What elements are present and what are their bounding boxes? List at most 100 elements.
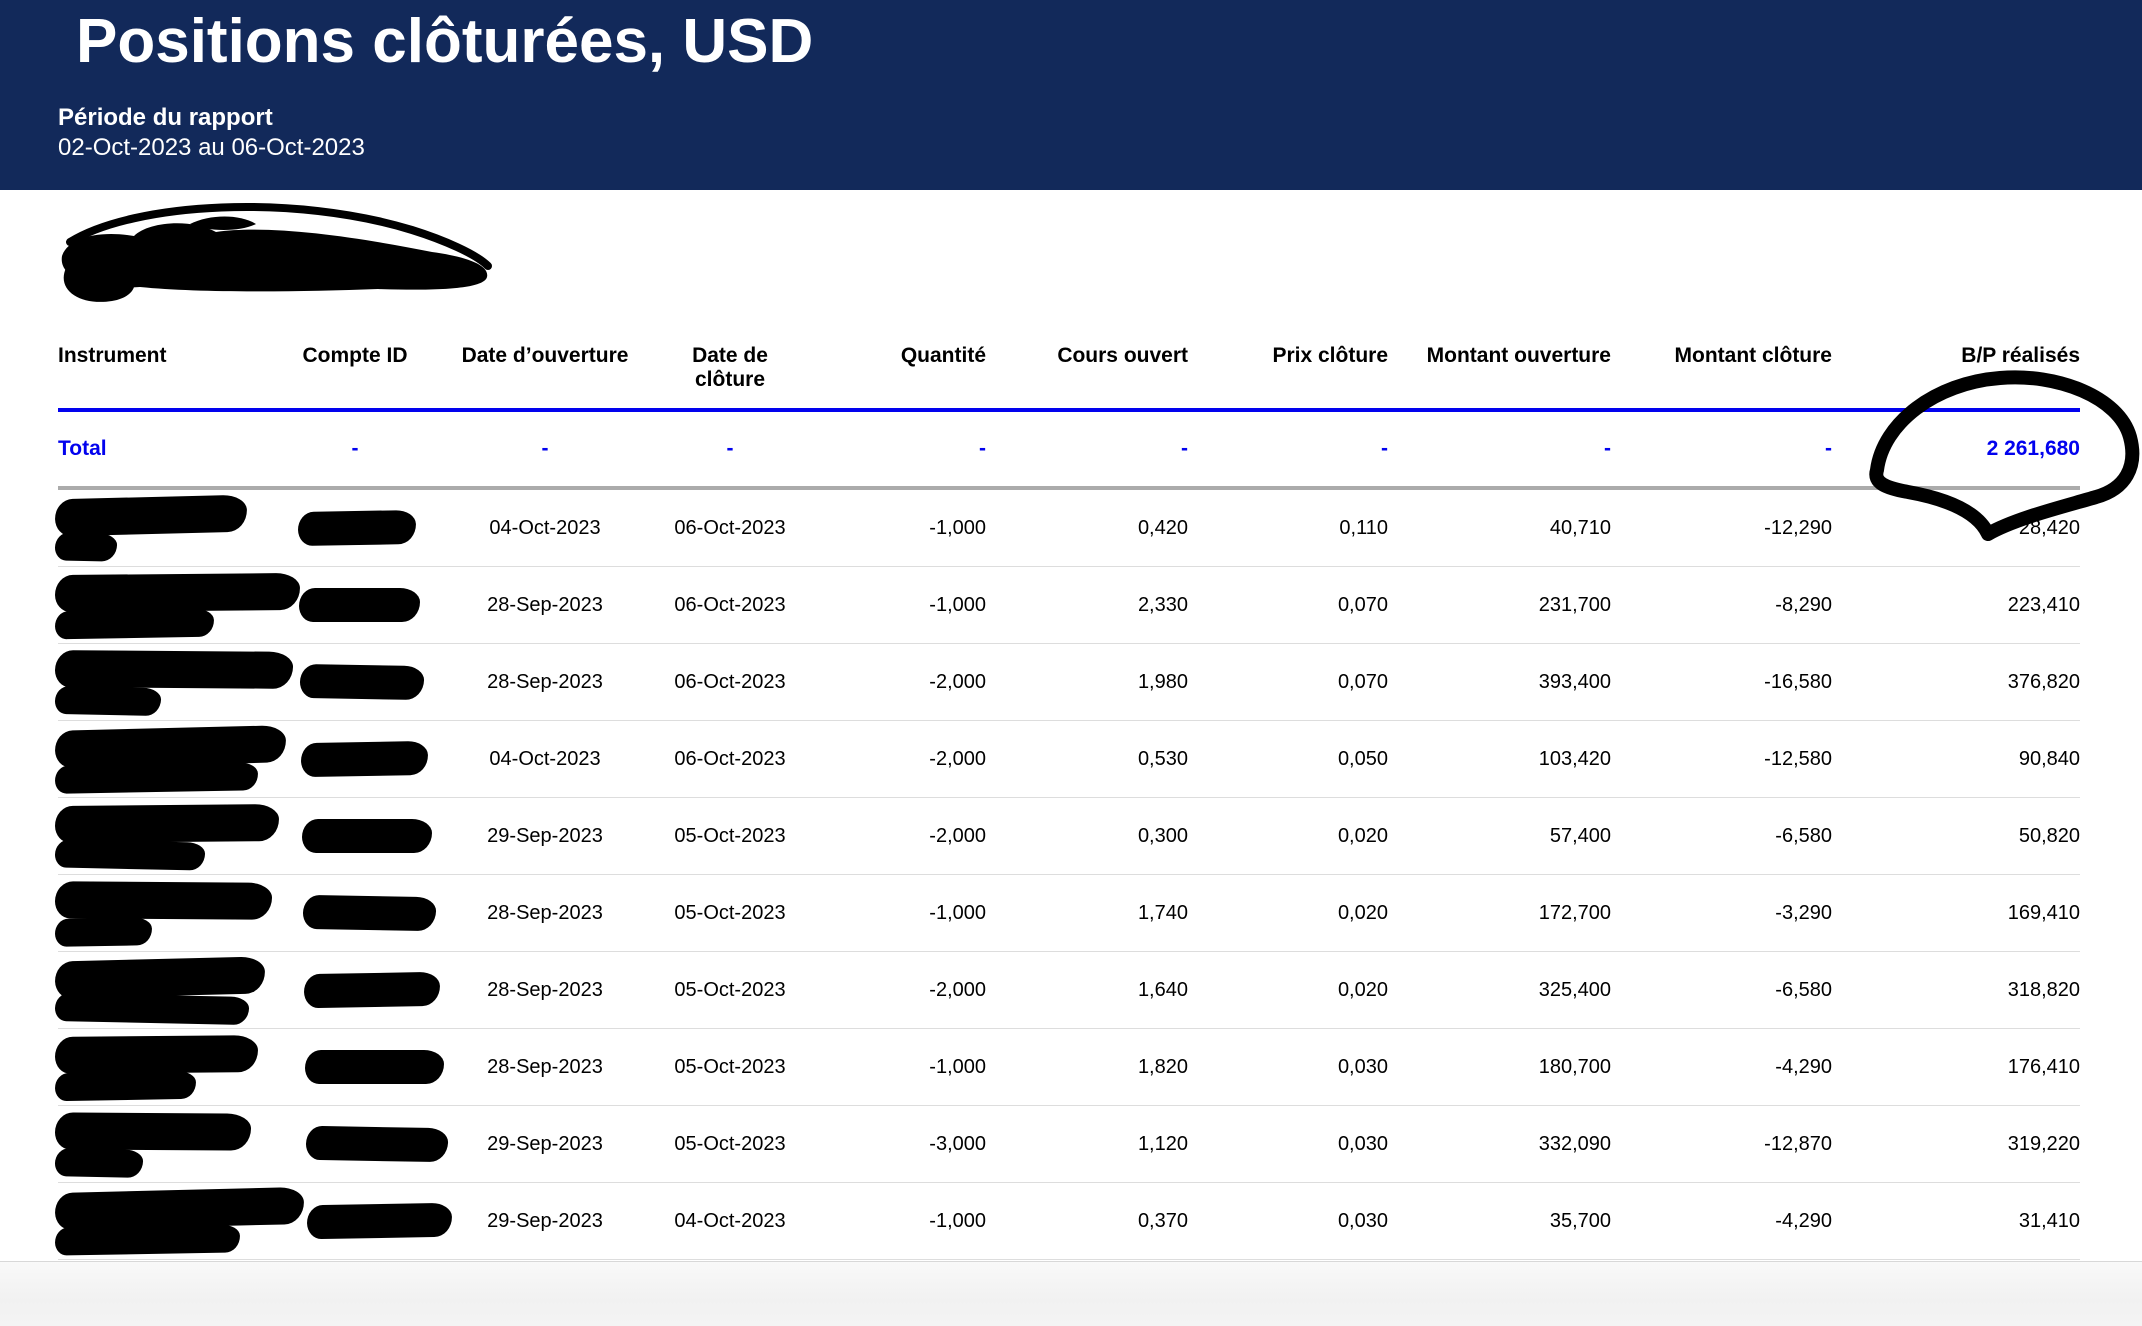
redacted-instrument-name bbox=[54, 650, 294, 689]
cell-qty: -1,000 bbox=[929, 1055, 986, 1078]
cell-close-amount: -3,290 bbox=[1775, 901, 1832, 924]
redaction-scribble-account-name bbox=[61, 203, 492, 302]
total-dash-montant-ouv: - bbox=[1604, 437, 1611, 460]
table-row: 29-Sep-2023 05-Oct-2023 -2,000 0,300 0,020 57… bbox=[54, 798, 2080, 875]
total-dash-date-cloture: - bbox=[726, 437, 734, 460]
cell-close-amount: -12,870 bbox=[1764, 1132, 1832, 1155]
redacted-account-id bbox=[302, 819, 432, 853]
cell-close-price: 0,030 bbox=[1337, 1132, 1388, 1155]
table-row: 28-Sep-2023 05-Oct-2023 -1,000 1,740 0,020 17… bbox=[54, 875, 2080, 952]
cell-date-close: 05-Oct-2023 bbox=[674, 978, 786, 1001]
redacted-instrument-name bbox=[54, 1070, 197, 1102]
cell-date-open: 28-Sep-2023 bbox=[487, 978, 603, 1001]
total-dash-date-ouverture: - bbox=[541, 437, 549, 460]
redacted-instrument-name bbox=[54, 532, 118, 562]
redacted-instrument-name bbox=[54, 804, 280, 843]
cell-date-close: 06-Oct-2023 bbox=[674, 670, 786, 693]
account-id-cell bbox=[280, 1183, 453, 1259]
cell-qty: -1,000 bbox=[929, 516, 986, 539]
cell-date-close: 06-Oct-2023 bbox=[674, 747, 786, 770]
cell-close-price: 0,020 bbox=[1337, 824, 1388, 847]
cell-open-amount: 332,090 bbox=[1538, 1132, 1611, 1155]
cell-bp: 223,410 bbox=[2007, 593, 2080, 616]
cell-close-amount: -6,580 bbox=[1775, 978, 1832, 1001]
instrument-cell bbox=[54, 952, 280, 1028]
redacted-account-id bbox=[303, 971, 441, 1009]
cell-date-close: 05-Oct-2023 bbox=[674, 1055, 786, 1078]
account-id-cell bbox=[280, 721, 430, 797]
redacted-instrument-name bbox=[54, 917, 153, 947]
cell-date-close: 05-Oct-2023 bbox=[674, 1132, 786, 1155]
table-body: 04-Oct-2023 06-Oct-2023 -1,000 0,420 0,110 40… bbox=[54, 490, 2080, 1260]
cell-date-open: 28-Sep-2023 bbox=[487, 670, 603, 693]
cell-qty: -3,000 bbox=[929, 1132, 986, 1155]
redacted-instrument-name bbox=[54, 762, 259, 794]
page-title: Positions clôturées, USD bbox=[76, 7, 814, 76]
total-divider-line bbox=[58, 486, 2080, 490]
total-bp-value: 2 261,680 bbox=[1986, 437, 2080, 460]
instrument-cell bbox=[54, 1106, 280, 1182]
redacted-instrument-name bbox=[54, 1035, 259, 1074]
redacted-instrument-name bbox=[54, 881, 273, 920]
account-id-cell bbox=[280, 798, 432, 874]
cell-close-price: 0,070 bbox=[1337, 593, 1388, 616]
col-header-instrument: Instrument bbox=[58, 344, 167, 367]
redacted-account-id bbox=[300, 740, 429, 778]
cell-open-price: 1,740 bbox=[1137, 901, 1188, 924]
cell-close-price: 0,070 bbox=[1337, 670, 1388, 693]
redacted-instrument-name bbox=[54, 608, 215, 640]
redacted-instrument-name bbox=[54, 1112, 252, 1151]
col-header-compte-id: Compte ID bbox=[302, 344, 408, 367]
cell-close-amount: -4,290 bbox=[1775, 1055, 1832, 1078]
cell-date-close: 06-Oct-2023 bbox=[674, 516, 786, 539]
table-header-row: Instrument Compte ID Date d’ouverture Da… bbox=[58, 336, 2080, 408]
cell-bp: 176,410 bbox=[2007, 1055, 2080, 1078]
table-row: 29-Sep-2023 05-Oct-2023 -3,000 1,120 0,030 33… bbox=[54, 1106, 2080, 1183]
cell-date-close: 05-Oct-2023 bbox=[674, 901, 786, 924]
col-header-montant-cloture: Montant clôture bbox=[1674, 344, 1833, 367]
col-header-prix-cloture: Prix clôture bbox=[1272, 344, 1388, 367]
redacted-instrument-name bbox=[54, 839, 206, 871]
cell-bp: 169,410 bbox=[2007, 901, 2080, 924]
instrument-cell bbox=[54, 1029, 280, 1105]
col-header-bp-realises: B/P réalisés bbox=[1961, 344, 2080, 367]
account-id-cell bbox=[280, 952, 441, 1028]
header-divider-line bbox=[58, 408, 2080, 412]
cell-open-amount: 393,400 bbox=[1538, 670, 1611, 693]
cell-close-price: 0,020 bbox=[1337, 978, 1388, 1001]
instrument-cell bbox=[54, 1183, 305, 1259]
cell-open-amount: 325,400 bbox=[1538, 978, 1611, 1001]
cell-date-open: 29-Sep-2023 bbox=[487, 1209, 603, 1232]
redacted-instrument-name bbox=[54, 1186, 305, 1231]
instrument-cell bbox=[54, 721, 287, 797]
redacted-instrument-name bbox=[54, 1148, 144, 1178]
account-id-cell bbox=[280, 644, 430, 720]
cell-qty: -2,000 bbox=[929, 978, 986, 1001]
redacted-account-id bbox=[305, 1050, 444, 1084]
cell-qty: -2,000 bbox=[929, 824, 986, 847]
account-id-cell bbox=[280, 490, 430, 566]
cell-open-price: 0,370 bbox=[1137, 1209, 1188, 1232]
instrument-cell bbox=[54, 644, 294, 720]
cell-bp: 50,820 bbox=[2018, 824, 2080, 847]
cell-close-price: 0,020 bbox=[1337, 901, 1388, 924]
closed-positions-table: Instrument Compte ID Date d’ouverture Da… bbox=[54, 336, 2080, 1260]
table-row: 28-Sep-2023 05-Oct-2023 -2,000 1,640 0,020 32… bbox=[54, 952, 2080, 1029]
total-row: Total - - - - - - - - 2 261,680 bbox=[58, 412, 2080, 486]
cell-qty: -2,000 bbox=[929, 670, 986, 693]
cell-qty: -1,000 bbox=[929, 593, 986, 616]
instrument-cell bbox=[54, 490, 280, 566]
cell-close-price: 0,030 bbox=[1337, 1209, 1388, 1232]
cell-bp: 376,820 bbox=[2007, 670, 2080, 693]
account-id-cell bbox=[280, 567, 430, 643]
table-row: 04-Oct-2023 06-Oct-2023 -2,000 0,530 0,050 10… bbox=[54, 721, 2080, 798]
cell-qty: -1,000 bbox=[929, 1209, 986, 1232]
cell-date-open: 28-Sep-2023 bbox=[487, 901, 603, 924]
cell-date-open: 28-Sep-2023 bbox=[487, 1055, 603, 1078]
cell-open-price: 1,120 bbox=[1137, 1132, 1188, 1155]
cell-close-price: 0,110 bbox=[1339, 516, 1388, 539]
col-header-cours-ouvert: Cours ouvert bbox=[1057, 344, 1188, 367]
redacted-instrument-name bbox=[54, 992, 250, 1026]
col-header-date-cloture: Date de clôture bbox=[692, 344, 768, 392]
cell-bp: 318,820 bbox=[2007, 978, 2080, 1001]
